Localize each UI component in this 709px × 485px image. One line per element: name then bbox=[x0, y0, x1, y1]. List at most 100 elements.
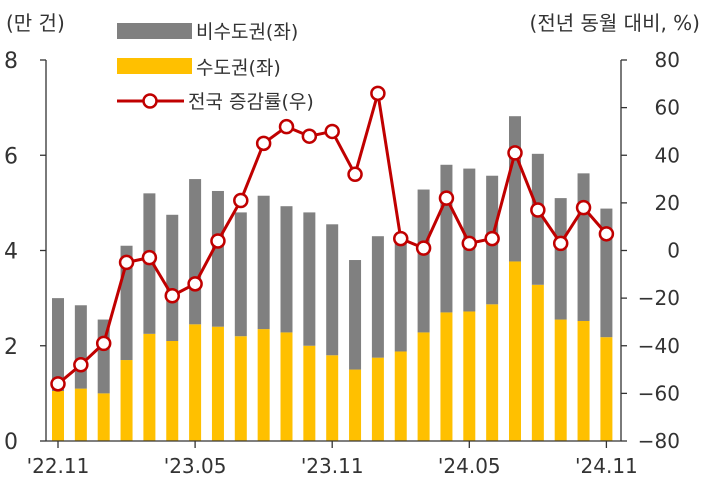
legend-swatch-capital bbox=[117, 58, 192, 74]
bar-non-capital bbox=[189, 179, 202, 325]
bar-non-capital bbox=[166, 214, 179, 341]
growth-rate-point bbox=[255, 135, 272, 152]
right-tick-label: −40 bbox=[638, 334, 680, 358]
x-axis-ticks: '22.11 '23.05 '23.11 '24.05 '24.11 bbox=[27, 441, 638, 478]
bar-non-capital bbox=[349, 260, 362, 370]
bar-non-capital bbox=[280, 206, 293, 333]
bar-non-capital bbox=[440, 164, 453, 313]
bar-non-capital bbox=[234, 212, 247, 337]
left-tick-label: 4 bbox=[4, 240, 18, 265]
bar-capital bbox=[120, 360, 133, 441]
right-tick-label: −20 bbox=[638, 286, 680, 310]
left-tick-label: 0 bbox=[4, 430, 18, 455]
right-tick-label: 0 bbox=[667, 239, 680, 263]
bar-non-capital bbox=[326, 224, 339, 356]
growth-rate-point bbox=[118, 254, 135, 271]
bar-series bbox=[52, 116, 613, 441]
growth-rate-point bbox=[324, 123, 340, 140]
legend-item-growth-rate: 전국 증감률(우) bbox=[117, 91, 314, 113]
growth-rate-point bbox=[575, 199, 592, 216]
bar-capital bbox=[600, 337, 613, 441]
left-tick-label: 2 bbox=[4, 335, 18, 360]
legend-label-non-capital: 비수도권(좌) bbox=[196, 21, 298, 43]
bar-capital bbox=[509, 261, 521, 441]
bar-non-capital bbox=[52, 298, 64, 391]
bar-non-capital bbox=[531, 153, 544, 285]
x-tick-label: '23.05 bbox=[164, 454, 227, 478]
growth-rate-point bbox=[530, 202, 546, 218]
bar-non-capital bbox=[303, 212, 316, 346]
bar-capital bbox=[211, 326, 224, 441]
growth-rate-point bbox=[370, 85, 386, 102]
bar-capital bbox=[326, 355, 339, 441]
growth-rate-point bbox=[598, 226, 615, 242]
bar-non-capital bbox=[554, 198, 567, 320]
growth-rate-point bbox=[210, 233, 226, 249]
bar-capital bbox=[234, 336, 247, 441]
growth-rate-point bbox=[187, 276, 203, 292]
bar-capital bbox=[531, 284, 544, 441]
growth-rate-point bbox=[164, 287, 180, 304]
growth-rate-point bbox=[233, 192, 249, 209]
left-axis: 0 2 4 6 8 bbox=[4, 49, 47, 455]
legend: 비수도권(좌) 수도권(좌) 전국 증감률(우) bbox=[117, 21, 314, 113]
legend-swatch-non-capital bbox=[117, 23, 192, 39]
line-series bbox=[50, 85, 615, 392]
bar-capital bbox=[52, 390, 64, 441]
growth-rate-point bbox=[347, 166, 363, 183]
bar-capital bbox=[417, 332, 430, 441]
bar-capital bbox=[486, 304, 499, 441]
growth-rate-point bbox=[552, 235, 569, 252]
x-tick-label: '23.11 bbox=[301, 454, 364, 478]
legend-item-non-capital: 비수도권(좌) bbox=[117, 21, 298, 43]
bar-non-capital bbox=[211, 190, 224, 327]
legend-swatch-growth-marker bbox=[142, 93, 158, 109]
x-tick-label: '24.11 bbox=[575, 454, 638, 478]
bar-capital bbox=[440, 312, 453, 441]
x-tick-label: '24.05 bbox=[438, 454, 501, 478]
right-tick-label: −80 bbox=[638, 429, 680, 453]
growth-rate-point bbox=[393, 230, 409, 247]
bar-non-capital bbox=[371, 236, 384, 358]
legend-label-capital: 수도권(좌) bbox=[196, 57, 281, 79]
growth-rate-point bbox=[95, 335, 112, 352]
bar-capital bbox=[303, 345, 316, 441]
growth-rate-point bbox=[507, 145, 523, 161]
growth-rate-point bbox=[141, 249, 158, 266]
legend-label-growth-rate: 전국 증감률(우) bbox=[188, 91, 314, 113]
bar-capital bbox=[394, 351, 407, 441]
bar-capital bbox=[257, 329, 270, 441]
bar-non-capital bbox=[74, 305, 87, 389]
right-tick-label: 80 bbox=[655, 48, 680, 72]
bar-capital bbox=[577, 320, 590, 441]
bar-capital bbox=[463, 311, 476, 441]
bar-non-capital bbox=[257, 195, 270, 330]
right-tick-label: 40 bbox=[655, 143, 680, 167]
legend-item-capital: 수도권(좌) bbox=[117, 57, 281, 79]
bar-capital bbox=[280, 332, 293, 441]
growth-rate-point bbox=[415, 240, 432, 256]
bar-capital bbox=[74, 388, 87, 441]
growth-rate-point bbox=[301, 128, 318, 144]
bar-non-capital bbox=[509, 116, 521, 262]
growth-rate-point bbox=[484, 230, 500, 247]
right-tick-label: 20 bbox=[655, 191, 680, 215]
bar-capital bbox=[554, 319, 567, 441]
growth-rate-point bbox=[73, 357, 89, 373]
right-unit-label: (전년 동월 대비, %) bbox=[530, 11, 700, 35]
bar-capital bbox=[143, 333, 156, 441]
bar-capital bbox=[97, 393, 110, 441]
growth-rate-point bbox=[50, 376, 66, 392]
left-tick-label: 8 bbox=[4, 49, 18, 74]
left-tick-label: 6 bbox=[4, 144, 18, 169]
growth-rate-point bbox=[438, 190, 455, 206]
bar-capital bbox=[189, 324, 202, 441]
bar-non-capital bbox=[577, 173, 590, 321]
bar-capital bbox=[349, 369, 362, 441]
right-axis: −80 −60 −40 −20 0 20 40 60 80 bbox=[620, 48, 680, 453]
right-tick-label: 60 bbox=[655, 96, 680, 120]
bar-capital bbox=[166, 340, 179, 441]
left-unit-label: (만 건) bbox=[6, 11, 65, 35]
bar-non-capital bbox=[417, 189, 430, 333]
